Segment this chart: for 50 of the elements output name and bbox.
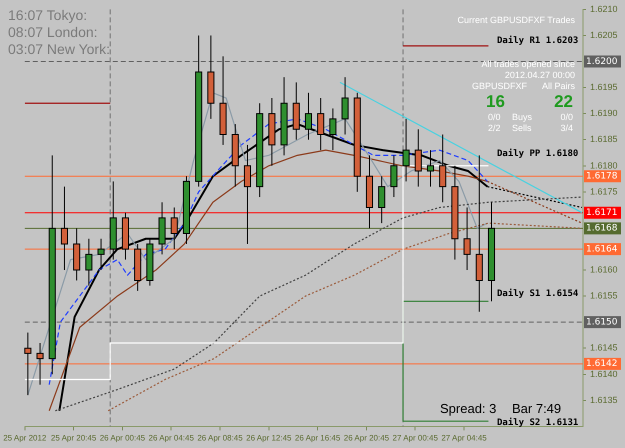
- ref-line-label: 1.6200: [586, 56, 618, 67]
- annotation: 08:07 London:: [8, 24, 98, 40]
- ref-line-label: 1.6168: [586, 224, 618, 234]
- y-tick-label: 1.6140: [590, 368, 618, 379]
- y-tick-label: 1.6205: [590, 30, 618, 40]
- annotation: Buys: [512, 112, 532, 122]
- x-tick-label: 26 Apr 16:45: [294, 433, 341, 442]
- ref-line-label: 1.6164: [586, 244, 618, 255]
- y-tick-label: 1.6145: [590, 342, 618, 353]
- annotation: Spread: 3: [440, 401, 496, 416]
- y-tick-label: 1.6195: [590, 82, 618, 92]
- y-tick-label: 1.6160: [590, 264, 618, 275]
- annotation: All Pairs: [542, 81, 575, 91]
- annotation: Sells: [512, 123, 532, 133]
- annotation: 03:07 New York:: [8, 41, 110, 57]
- x-tick-label: 26 Apr 00:45: [100, 433, 146, 442]
- annotation: Daily PP 1.6180: [497, 149, 578, 159]
- annotation: 3/4: [560, 123, 573, 133]
- ref-line-label: 1.6178: [586, 172, 618, 182]
- ref-line-label: 1.6150: [586, 317, 618, 328]
- x-tick-label: 25 Apr 20:45: [50, 433, 97, 442]
- y-tick-label: 1.6175: [590, 186, 618, 196]
- annotation: 0/0: [560, 112, 573, 122]
- x-tick-label: 26 Apr 08:45: [197, 433, 244, 442]
- x-tick-label: 26 Apr 20:45: [344, 433, 390, 442]
- x-tick-label: 26 Apr 04:45: [148, 433, 194, 442]
- annotation: GBPUSDFXF: [472, 81, 528, 91]
- y-tick-label: 1.6180: [590, 160, 618, 170]
- y-tick-label: 1.6155: [590, 290, 618, 301]
- annotation: Daily S2 1.6131: [497, 418, 578, 428]
- x-tick-label: 27 Apr 00:45: [392, 433, 438, 442]
- ref-line-label: 1.6171: [586, 208, 618, 218]
- x-tick-label: 26 Apr 12:45: [246, 433, 292, 442]
- annotation: 2/2: [488, 123, 501, 133]
- annotation: Bar 7:49: [512, 401, 562, 416]
- y-tick-label: 1.6190: [590, 108, 618, 118]
- annotation: Daily S1 1.6154: [497, 289, 578, 299]
- annotation: 0/0: [488, 112, 501, 122]
- annotation: 2012.04.27 00:00: [504, 70, 575, 80]
- x-tick-label: 25 Apr 2012: [3, 433, 47, 442]
- annotation: Current GBPUSDFXF Trades: [457, 15, 575, 25]
- y-tick-label: 1.6210: [590, 4, 618, 14]
- x-tick-label: 27 Apr 04:45: [441, 433, 488, 442]
- ref-line-label: 1.6142: [586, 359, 618, 370]
- annotation: 16: [486, 92, 505, 111]
- annotation: 22: [554, 92, 573, 111]
- annotation: Daily R1 1.6203: [497, 36, 578, 46]
- annotation: 16:07 Tokyo:: [8, 7, 88, 23]
- y-tick-label: 1.6185: [590, 134, 618, 144]
- y-tick-label: 1.6135: [590, 394, 618, 405]
